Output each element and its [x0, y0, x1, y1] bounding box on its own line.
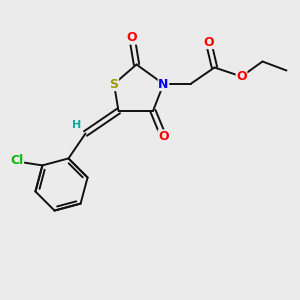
- Text: H: H: [73, 120, 82, 130]
- Text: O: O: [158, 130, 169, 143]
- Text: O: O: [236, 70, 247, 83]
- Text: Cl: Cl: [10, 154, 23, 167]
- Text: S: S: [110, 77, 118, 91]
- Text: N: N: [158, 77, 169, 91]
- Text: O: O: [127, 31, 137, 44]
- Text: O: O: [203, 35, 214, 49]
